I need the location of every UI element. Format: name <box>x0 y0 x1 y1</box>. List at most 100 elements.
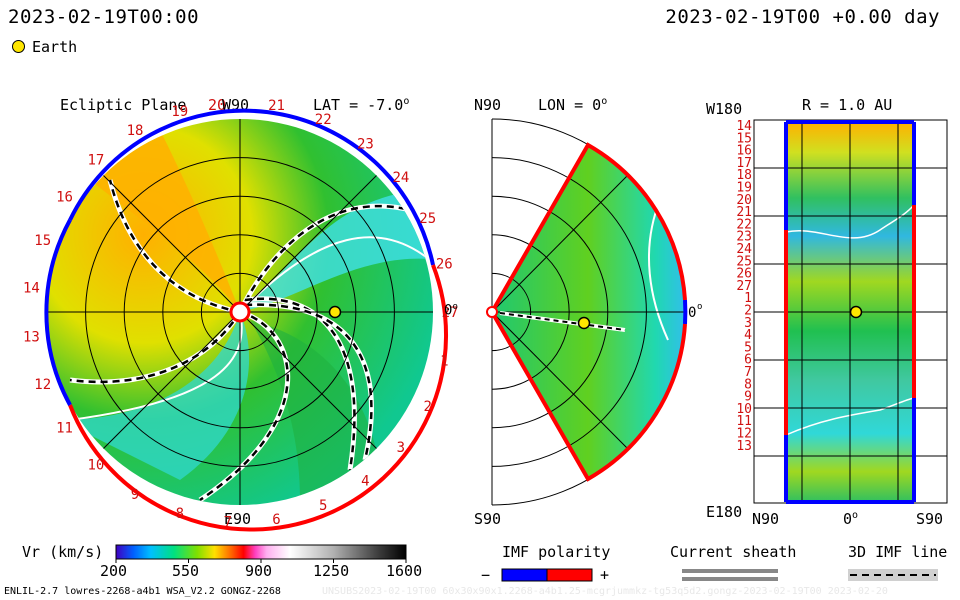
colorbar-ticks <box>115 559 407 563</box>
earth-marker-ecliptic <box>328 305 342 319</box>
radial-y-label-23: 23 <box>736 230 752 245</box>
radial-x-label-n90: N90 <box>752 510 780 528</box>
meridional-panel: 0 o <box>486 118 702 506</box>
ecliptic-lat-label: LAT = -7.0o <box>313 96 409 114</box>
radial-y-label-8: 8 <box>744 377 752 392</box>
rotation-label-10: 10 <box>87 458 104 474</box>
lat-degree: o <box>403 96 410 107</box>
rotation-label-4: 4 <box>361 473 369 489</box>
rotation-label-6: 6 <box>272 512 280 528</box>
colorbar-tick-550: 550 <box>172 562 200 580</box>
rotation-label-1: 1 <box>440 353 448 369</box>
ecliptic-boundary-positive <box>68 264 449 532</box>
radial-y-label-15: 15 <box>736 131 752 146</box>
imf-minus-label: − <box>481 566 491 584</box>
meridional-title: LON = 0o <box>538 96 607 114</box>
rotation-label-23: 23 <box>357 137 374 153</box>
rotation-label-24: 24 <box>392 170 409 186</box>
rotation-label-27: 27 <box>442 305 459 321</box>
rotation-label-13: 13 <box>23 329 40 345</box>
radial-y-label-26: 26 <box>736 267 752 282</box>
rotation-label-11: 11 <box>56 420 73 436</box>
earth-marker-radial <box>849 305 863 319</box>
svg-text:o: o <box>697 302 702 312</box>
colorbar-tick-1250: 1250 <box>313 562 350 580</box>
radial-y-label-24: 24 <box>736 242 752 257</box>
rotation-label-5: 5 <box>319 498 327 514</box>
sun-marker <box>229 301 251 323</box>
rotation-label-20-top: 20 <box>208 96 227 114</box>
meridional-top-label: N90 <box>474 96 502 114</box>
rotation-label-22: 22 <box>315 112 332 128</box>
meridional-bottom-label: S90 <box>474 510 502 528</box>
radial-y-label-4: 4 <box>744 328 752 343</box>
radial-x-label-0: 0o <box>843 510 858 528</box>
radial-y-label-11: 11 <box>736 414 752 429</box>
radial-y-label-10: 10 <box>736 402 752 417</box>
colorbar <box>115 544 407 560</box>
rotation-label-15: 15 <box>34 233 51 249</box>
earth-marker-meridional <box>577 316 591 330</box>
footer-left: ENLIL-2.7 lowres-2268-a4b1 WSA_V2.2 GONG… <box>4 586 281 597</box>
radial-x-label-s90: S90 <box>916 510 944 528</box>
imf-positive-swatch <box>546 568 593 582</box>
radial-y-label-1: 1 <box>744 291 752 306</box>
radial-y-label-14: 14 <box>736 119 752 134</box>
rotation-label-25: 25 <box>419 211 436 227</box>
radial-y-labels: 1415161718192021222324252627123456789101… <box>736 119 752 454</box>
imf-plus-label: + <box>600 566 610 584</box>
lon-text: LON = 0 <box>538 96 602 114</box>
rotation-label-7: 7 <box>224 515 232 531</box>
ecliptic-bottom-label: E90 <box>224 510 252 528</box>
rotation-label-9: 9 <box>131 487 139 503</box>
imf3d-title: 3D IMF line <box>848 543 948 561</box>
sheath-title: Current sheath <box>670 543 797 561</box>
ecliptic-plane-panel <box>44 108 449 532</box>
radial-y-label-13: 13 <box>736 439 752 454</box>
colorbar-tick-900: 900 <box>245 562 273 580</box>
ecliptic-right-deg: o <box>452 302 458 312</box>
timestamp-right: 2023-02-19T00 +0.00 day <box>665 6 940 28</box>
lat-text: LAT = -7.0 <box>313 96 404 114</box>
ecliptic-title: Ecliptic Plane <box>60 96 187 114</box>
rotation-label-12: 12 <box>34 377 51 393</box>
imf-negative-swatch <box>501 568 548 582</box>
colorbar-label: Vr (km/s) <box>22 543 104 561</box>
rotation-label-19: 19 <box>171 104 188 120</box>
rotation-label-3: 3 <box>397 440 405 456</box>
earth-legend-label: Earth <box>32 38 78 56</box>
radial-y-label-27: 27 <box>736 279 752 294</box>
radial-y-label-12: 12 <box>736 427 752 442</box>
sheath-line-1 <box>682 569 778 573</box>
ecliptic-boundary-negative <box>68 108 435 266</box>
rotation-label-8: 8 <box>176 506 184 522</box>
rotation-label-18: 18 <box>127 123 144 139</box>
radial-y-label-16: 16 <box>736 144 752 159</box>
radial-y-label-7: 7 <box>744 365 752 380</box>
radial-y-label-3: 3 <box>744 316 752 331</box>
radial-panel <box>753 119 948 504</box>
ecliptic-boundary-negative-west <box>44 219 72 406</box>
radial-y-label-6: 6 <box>744 353 752 368</box>
lon-degree: o <box>601 96 608 107</box>
radial-y-label-21: 21 <box>736 205 752 220</box>
radial-bottom-left-label: E180 <box>706 503 743 521</box>
colorbar-tick-1600: 1600 <box>386 562 423 580</box>
earth-legend-icon <box>12 40 25 53</box>
rotation-label-14: 14 <box>23 281 40 297</box>
rotation-label-21: 21 <box>268 98 285 114</box>
sheath-line-2 <box>682 577 778 581</box>
rotation-label-16: 16 <box>56 190 73 206</box>
radial-y-label-18: 18 <box>736 168 752 183</box>
ecliptic-structures <box>60 130 433 503</box>
radial-top-left-label: W180 <box>706 100 743 118</box>
colorbar-tick-200: 200 <box>100 562 128 580</box>
radial-y-label-5: 5 <box>744 340 752 355</box>
radial-y-label-17: 17 <box>736 156 752 171</box>
rotation-label-2: 2 <box>423 399 431 415</box>
radial-y-label-19: 19 <box>736 181 752 196</box>
radial-x-deg: o <box>852 510 859 521</box>
meridional-right-label: 0 <box>688 305 696 321</box>
